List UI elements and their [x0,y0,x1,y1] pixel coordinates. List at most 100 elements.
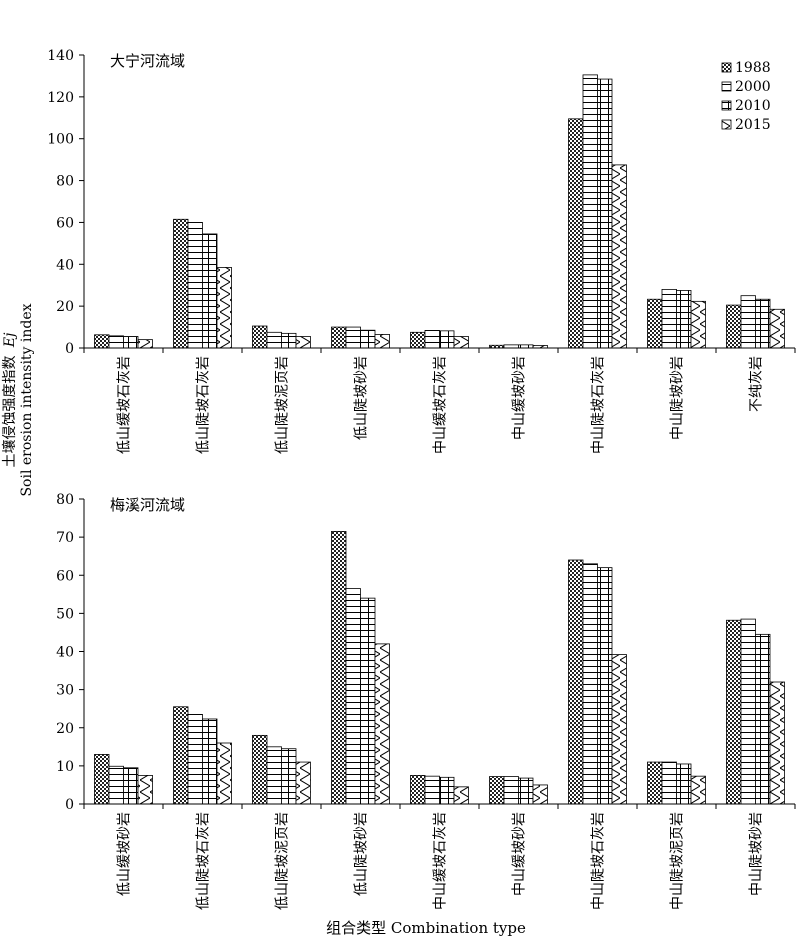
y-tick-label: 0 [65,797,74,813]
bar-1988-9 [726,619,742,805]
bar-2010-7 [597,567,613,805]
y-axis-title-en: Soil erosion intensity index [19,303,35,496]
bar-2010-2 [202,233,218,349]
y-tick-label: 30 [56,683,74,699]
y-tick-label: 10 [56,759,74,775]
bar-2010-3 [281,748,297,805]
bar-2010-5 [439,330,455,349]
bar-2015-9 [769,308,785,349]
bar-1988-3 [252,325,268,349]
x-tick-label: 低山陡坡砂岩 [354,812,370,896]
x-tick-label: 中山陡坡石灰岩 [591,356,607,454]
bar-1988-2 [173,218,189,349]
y-tick-label: 80 [56,492,74,508]
bar-2015-3 [295,336,311,349]
svg-text:土壤侵蚀强度指数 Ej: 土壤侵蚀强度指数 Ej [1,332,18,468]
bar-2015-8 [690,775,706,805]
panel-daning: 大宁河流域 低山缓坡石灰岩 低山陡坡石灰岩 低山陡坡泥页岩 低山陡坡砂岩 中山缓坡石灰岩… [47,48,796,454]
bar-1988-7 [568,559,584,805]
bar-1988-2 [173,706,189,805]
x-tick-label: 低山陡坡砂岩 [354,356,370,440]
y-axis-title-cn: 土壤侵蚀强度指数 [1,356,18,468]
bar-2015-6 [532,784,548,805]
x-tick-label: 低山陡坡泥页岩 [275,356,291,454]
bar-2015-7 [611,654,627,805]
x-tick-label: 低山缓坡砂岩 [117,812,133,896]
bar-2015-9 [769,681,785,805]
bar-1988-7 [568,118,584,349]
y-tick-label: 60 [56,215,74,231]
bar-1988-3 [252,734,268,805]
x-tick-label: 中山陡坡砂岩 [749,812,765,896]
x-tick-label: 中山陡坡泥页岩 [670,812,686,910]
bar-1988-5 [410,331,426,349]
bar-1988-4 [331,326,347,349]
legend-swatch-2015 [721,119,732,130]
x-tick-label: 不纯灰岩 [749,356,765,412]
bar-2010-7 [597,78,613,349]
bar-2015-2 [216,267,232,349]
panel-meixi-title: 梅溪河流域 [110,496,185,514]
x-tick-label: 低山陡坡石灰岩 [196,812,212,910]
bar-2015-8 [690,300,706,349]
x-axis-title: 组合类型 Combination type [326,919,526,937]
y-tick-label: 40 [56,645,74,661]
bar-2000-5 [424,775,440,805]
y-tick-label: 100 [47,132,74,148]
legend-swatch-2000 [721,81,732,92]
legend-label-2015: 2015 [735,117,771,133]
bar-2000-8 [661,288,677,349]
bar-1988-8 [647,298,663,349]
x-tick-label: 低山陡坡泥页岩 [275,812,291,910]
bar-1988-1 [94,334,110,349]
bar-2000-7 [582,563,598,805]
bar-2015-5 [453,336,469,349]
panel-meixi: 梅溪河流域 低山缓坡砂岩 低山陡坡石灰岩 低山陡坡泥页岩 低山陡坡砂岩 中山缓坡石灰岩 中… [56,492,796,910]
bar-2010-5 [439,776,455,805]
y-tick-label: 70 [56,530,74,546]
y-tick-label: 20 [56,721,74,737]
bar-1988-5 [410,775,426,805]
bar-2015-3 [295,761,311,805]
x-tick-label: 中山陡坡石灰岩 [591,812,607,910]
y-tick-label: 50 [56,606,74,622]
bar-2000-3 [266,746,282,805]
bar-2000-2 [187,714,203,805]
bar-1988-1 [94,754,110,805]
y-tick-label: 0 [65,341,74,357]
bar-2015-4 [374,643,390,805]
bar-2010-3 [281,332,297,349]
y-axis-title: 土壤侵蚀强度指数 Ej [1,332,18,468]
bar-1988-4 [331,531,347,805]
bar-2010-6 [518,777,534,805]
bar-2000-4 [345,326,361,349]
bar-2010-9 [755,298,771,349]
bar-2010-2 [202,718,218,805]
bar-2010-9 [755,633,771,805]
y-axis-title-var: Ej [2,332,18,348]
x-tick-label: 中山陡坡砂岩 [670,356,686,440]
x-tick-label: 低山缓坡石灰岩 [117,356,133,454]
bar-2000-7 [582,74,598,349]
bar-2000-9 [740,618,756,805]
y-tick-label: 140 [47,48,74,64]
bar-1988-8 [647,761,663,805]
bar-2000-4 [345,588,361,805]
bar-2000-3 [266,331,282,349]
bar-2000-1 [108,765,124,805]
legend-label-2010: 2010 [735,98,771,114]
bar-2000-8 [661,761,677,805]
y-tick-label: 40 [56,257,74,273]
bar-2000-9 [740,295,756,349]
bar-2010-1 [123,767,139,805]
bar-2015-1 [137,775,153,805]
bar-2000-2 [187,222,203,349]
x-tick-label: 中山缓坡石灰岩 [433,356,449,454]
bar-2015-1 [137,339,153,349]
y-tick-label: 60 [56,568,74,584]
bar-2010-8 [676,290,692,349]
legend-label-1988: 1988 [735,60,771,76]
legend: 1988 2000 2010 2015 [721,60,771,133]
y-tick-label: 120 [47,90,74,106]
